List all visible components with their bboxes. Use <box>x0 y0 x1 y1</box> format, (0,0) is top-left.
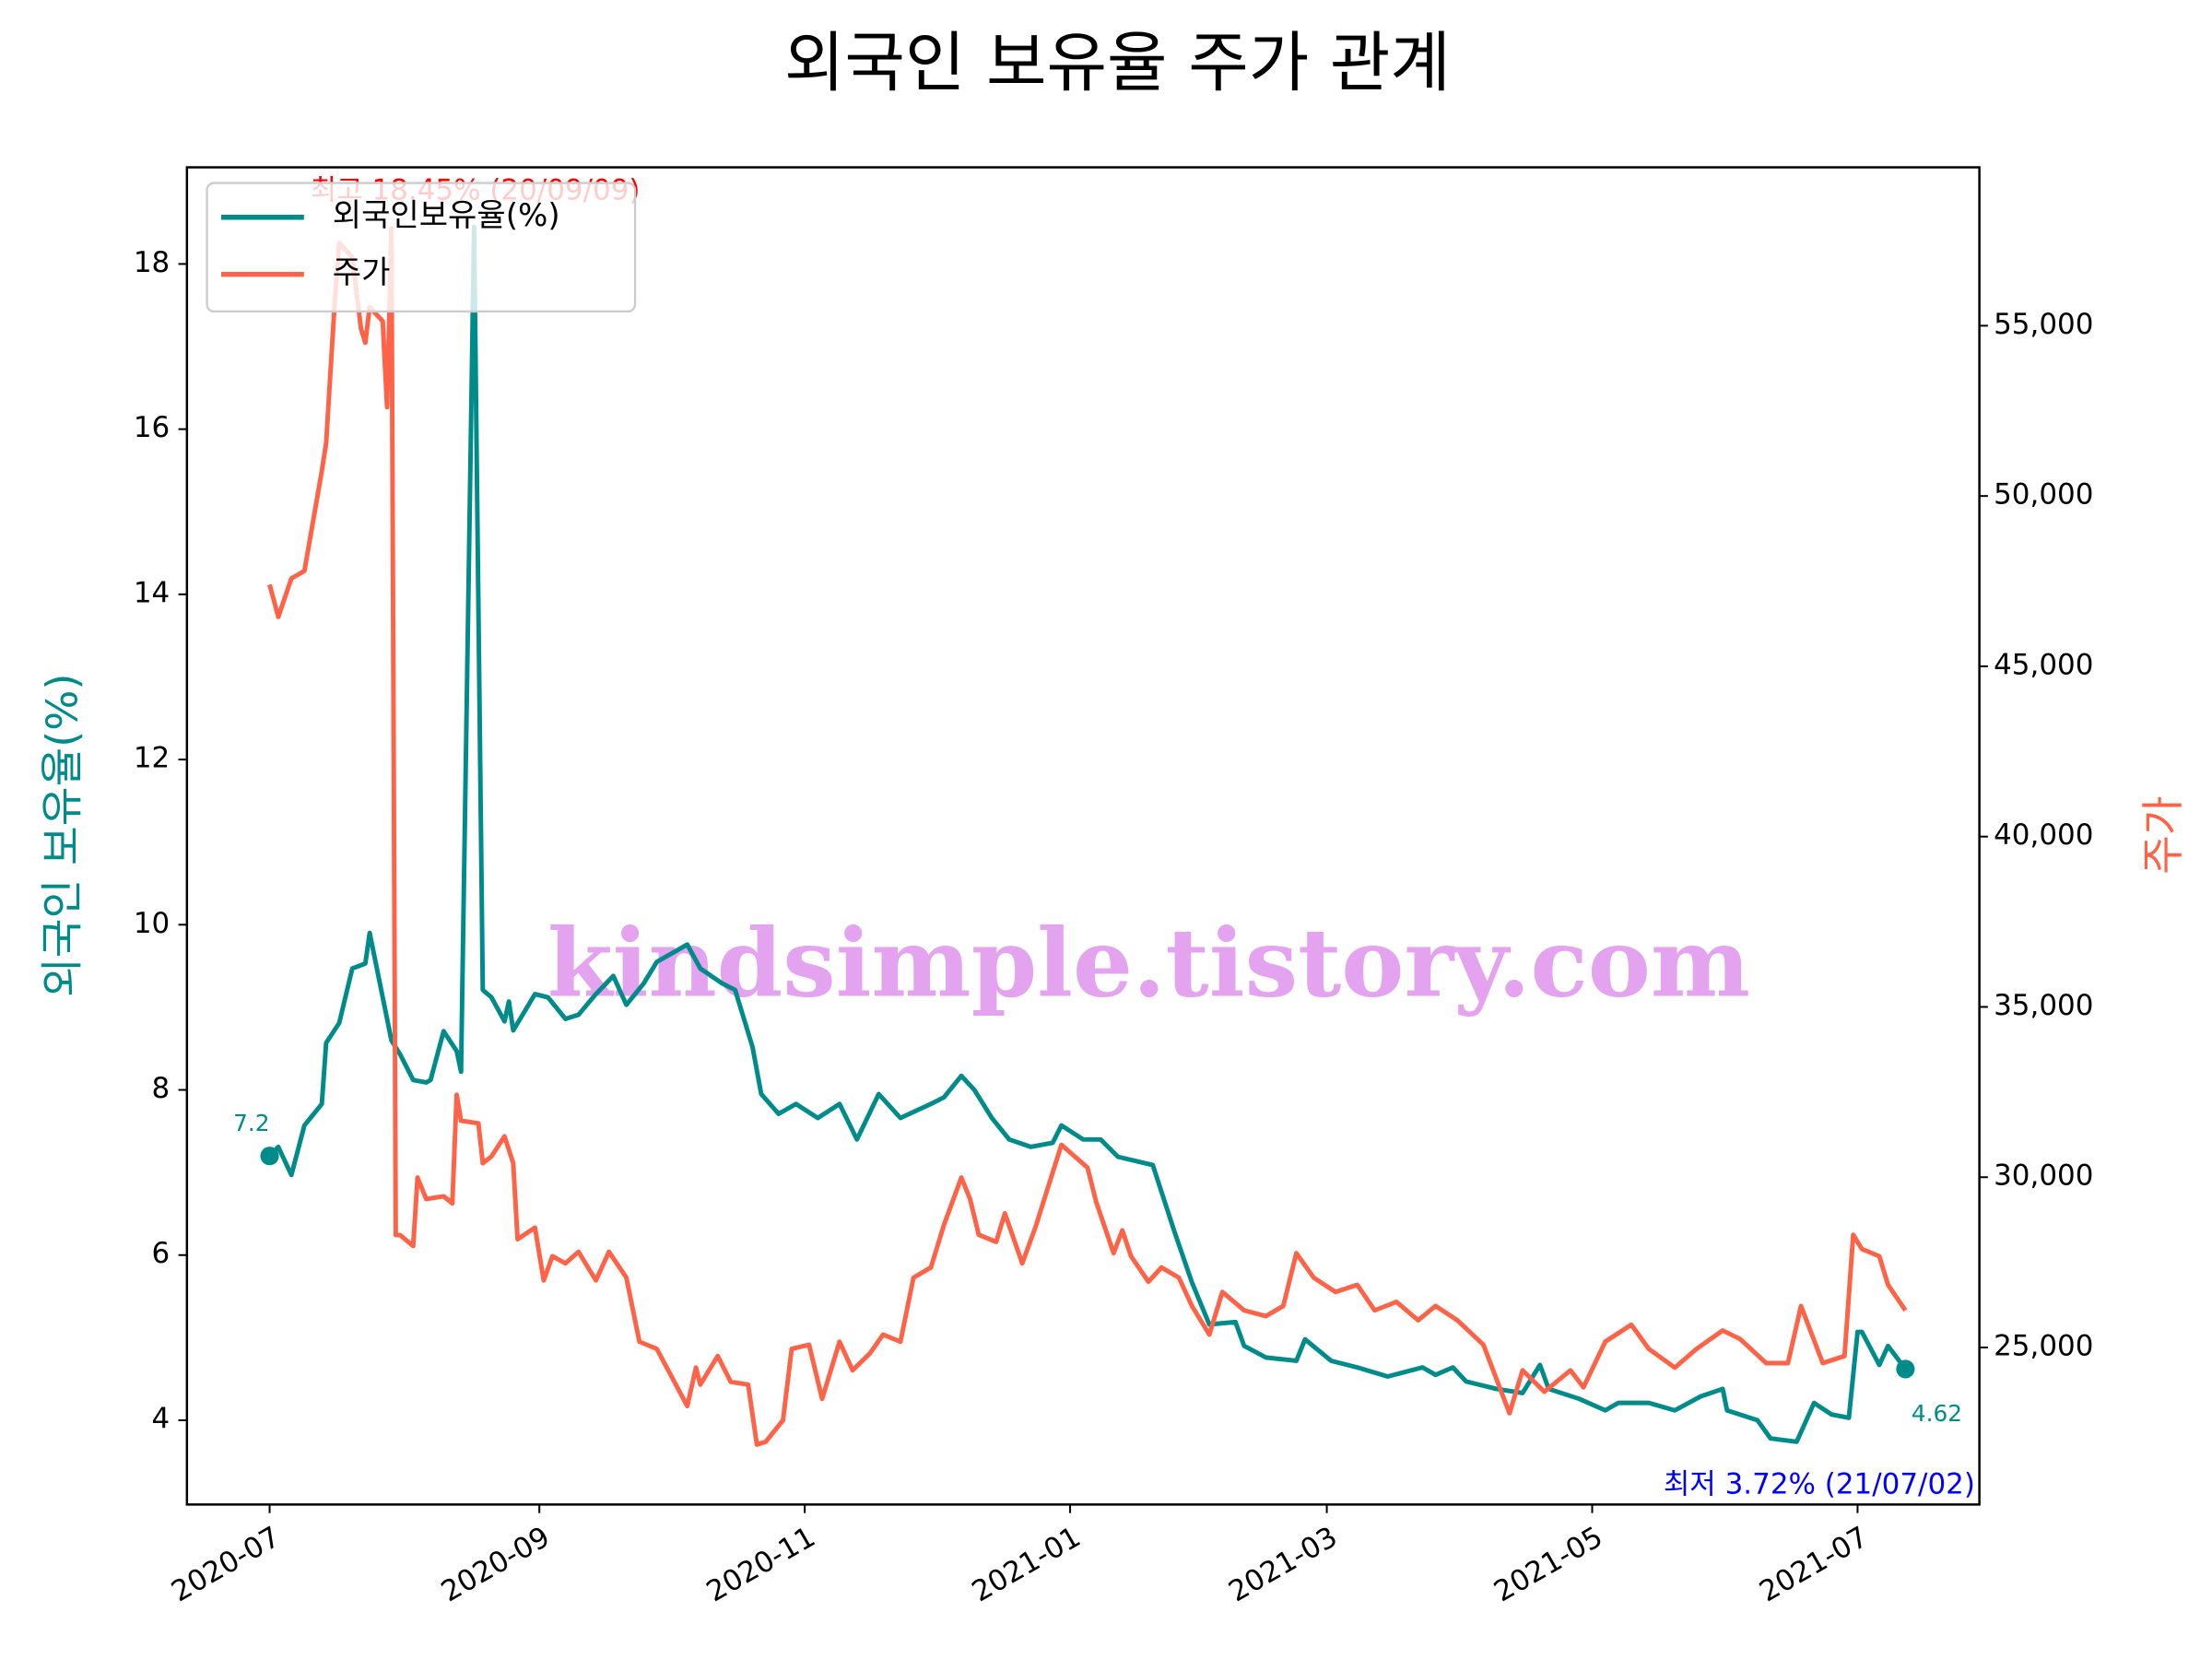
y-tick-label: 12 <box>134 742 170 775</box>
y2-axis-label: 주가 <box>2138 795 2188 874</box>
y-tick-label: 6 <box>152 1237 171 1270</box>
line-series <box>267 224 1908 1444</box>
y-tick-label: 8 <box>152 1072 171 1105</box>
y2-tick-label: 55,000 <box>1994 308 2093 341</box>
chart-title: 외국인 보유율 주가 관계 <box>784 25 1451 101</box>
legend-label: 주가 <box>333 254 391 291</box>
y-axis-label: 외국인 보유율(%) <box>38 673 88 996</box>
watermark: kindsimple.tistory.com <box>547 908 1750 1018</box>
plot-frame <box>185 166 1981 1506</box>
annotation: 최저 3.72% (21/07/02) <box>1664 1468 1975 1501</box>
value-label: 7.2 <box>233 1110 269 1136</box>
legend-box <box>206 182 637 313</box>
value-label: 4.62 <box>1912 1400 1962 1427</box>
legend-label: 외국인보유율(%) <box>333 197 560 234</box>
y2-tick-label: 45,000 <box>1994 648 2093 681</box>
y-tick-label: 10 <box>134 907 170 940</box>
y2-tick-label: 35,000 <box>1994 989 2093 1022</box>
endpoint-marker <box>1896 1359 1915 1379</box>
y-tick-label: 18 <box>134 246 170 279</box>
y-tick-label: 16 <box>134 411 170 444</box>
y-tick-label: 14 <box>134 576 170 609</box>
endpoint-marker <box>260 1147 279 1166</box>
y-tick-label: 4 <box>152 1402 171 1435</box>
line-series <box>267 226 1908 1447</box>
y2-tick-label: 40,000 <box>1994 818 2093 852</box>
y2-tick-label: 25,000 <box>1994 1330 2093 1363</box>
y2-tick-label: 30,000 <box>1994 1159 2093 1193</box>
y2-tick-label: 50,000 <box>1994 478 2093 512</box>
